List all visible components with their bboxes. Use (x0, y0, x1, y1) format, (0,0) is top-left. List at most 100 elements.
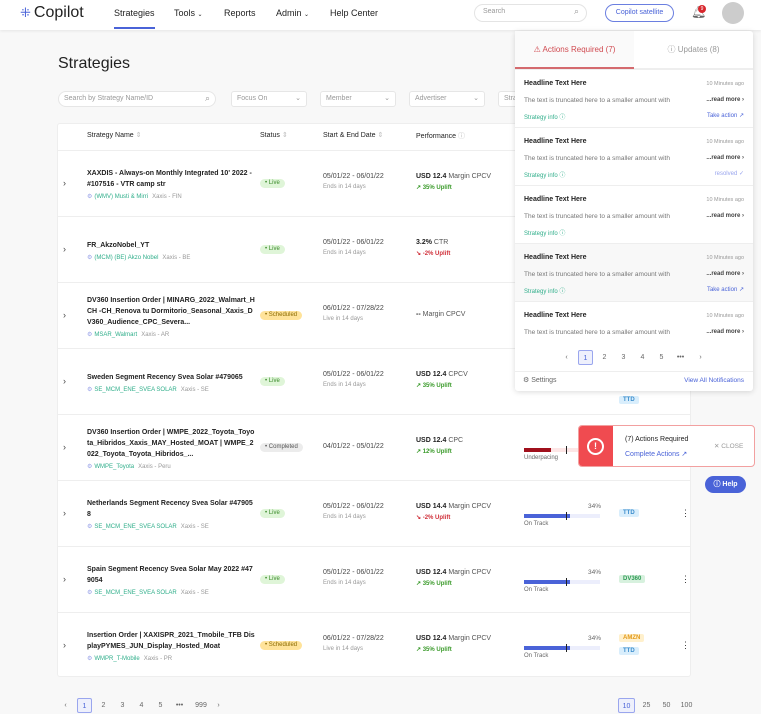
notif-page[interactable]: 2 (602, 354, 607, 361)
read-more-link[interactable]: ...read more › (706, 329, 744, 335)
strategy-name[interactable]: FR_AkzoNobel_YT (87, 241, 150, 249)
pagination-page[interactable]: 1 (77, 698, 92, 713)
logo[interactable]: ⁜ Copilot (20, 4, 84, 22)
copilot-satellite-button[interactable]: Copilot satellite (605, 4, 674, 22)
status-dot-icon: • (265, 312, 269, 318)
pagination-page[interactable]: 4 (139, 702, 144, 709)
notification-item[interactable]: Headline Text Here 10 Minutes ago The text… (515, 301, 753, 345)
notification-time: 10 Minutes ago (706, 313, 744, 319)
notification-item[interactable]: Headline Text Here 10 Minutes ago The text… (515, 185, 753, 243)
notif-page[interactable]: 3 (621, 354, 626, 361)
advertiser-link[interactable]: SE_MCM_ENE_SVEA SOLAR (94, 590, 177, 596)
nav-help-center[interactable]: Help Center (330, 8, 379, 18)
strategy-name[interactable]: DV360 Insertion Order | MINARG_2022_Walm… (87, 296, 255, 326)
nav-tools[interactable]: Tools ⌄ (174, 8, 203, 18)
nav-reports[interactable]: Reports (224, 8, 256, 18)
strategy-name[interactable]: XAXDIS - Always-on Monthly Integrated 10… (87, 170, 252, 188)
pagination-page[interactable]: 999 (195, 702, 207, 709)
info-icon[interactable]: ⓘ (458, 133, 466, 140)
advertiser-select[interactable]: Advertiser ⌄ (409, 91, 485, 107)
page-size-option[interactable]: 50 (662, 702, 671, 709)
page-size-option[interactable]: 25 (642, 702, 651, 709)
pagination-page[interactable]: 3 (120, 702, 125, 709)
read-more-link[interactable]: ...read more › (706, 155, 744, 161)
notification-headline: Headline Text Here (524, 312, 587, 319)
advertiser-link[interactable]: SE_MCM_ENE_SVEA SOLAR (94, 386, 177, 393)
strategy-name[interactable]: DV360 Insertion Order | WMPE_2022_Toyota… (87, 428, 255, 458)
expand-row-chevron-icon[interactable]: › (63, 574, 66, 584)
advertiser-link[interactable]: WMPE_Toyota (94, 463, 135, 470)
take-action-link[interactable]: Take action ↗ (706, 113, 744, 119)
strategy-name[interactable]: Insertion Order | XAXISPR_2021_Tmobile_T… (87, 632, 255, 650)
advertiser-link[interactable]: MSAR_Walmart (94, 331, 138, 338)
page-size-option[interactable]: 100 (680, 702, 693, 709)
expand-row-chevron-icon[interactable]: › (63, 310, 66, 320)
complete-actions-link[interactable]: Complete Actions ↗ (625, 451, 688, 458)
pagination-prev-icon[interactable]: ‹ (64, 702, 67, 709)
notif-prev-icon[interactable]: ‹ (565, 354, 568, 361)
header-status[interactable]: Status ⇕ (260, 131, 288, 139)
header-strategy-name[interactable]: Strategy Name ⇕ (87, 131, 142, 139)
page-size-option[interactable]: 10 (618, 698, 635, 713)
pagination-page[interactable]: ••• (175, 702, 184, 709)
expand-row-chevron-icon[interactable]: › (63, 442, 66, 452)
notification-body: The text is truncated here to a smaller … (524, 155, 670, 162)
notification-item[interactable]: Headline Text Here 10 Minutes ago The text… (515, 69, 753, 127)
toast-close-button[interactable]: ✕ CLOSE (714, 442, 743, 450)
notif-page[interactable]: 5 (659, 354, 664, 361)
strategy-name[interactable]: Netherlands Segment Recency Svea Solar #… (87, 500, 253, 518)
expand-row-chevron-icon[interactable]: › (63, 508, 66, 518)
strategy-name-cell: Spain Segment Recency Svea Solar May 202… (87, 547, 255, 613)
read-more-link[interactable]: ...read more › (706, 213, 744, 219)
member-select[interactable]: Member ⌄ (320, 91, 396, 107)
notification-item[interactable]: Headline Text Here 10 Minutes ago The text… (515, 243, 753, 301)
help-button[interactable]: ⓘ Help (705, 476, 746, 493)
pagination-next-icon[interactable]: › (217, 702, 220, 709)
notif-page[interactable]: 1 (578, 350, 593, 365)
search-input[interactable]: Search ⌕ (474, 4, 587, 22)
more-options-icon[interactable]: ⋮ (681, 508, 690, 518)
more-options-icon[interactable]: ⋮ (681, 574, 690, 584)
notification-item[interactable]: Headline Text Here 10 Minutes ago The text… (515, 127, 753, 185)
pagination-page[interactable]: 2 (101, 702, 106, 709)
performance-amount: USD 12.4 (416, 569, 447, 576)
expand-row-chevron-icon[interactable]: › (63, 178, 66, 188)
strategy-info-link[interactable]: Strategy info ⓘ (524, 170, 565, 179)
advertiser-link[interactable]: WMPR_T-Mobile (94, 656, 140, 662)
expand-row-chevron-icon[interactable]: › (63, 376, 66, 386)
strategy-meta: ⚙ SE_MCM_ENE_SVEA SOLAR Xaxis - SE (87, 523, 255, 530)
take-action-link[interactable]: Take action ↗ (706, 287, 744, 293)
pagination-page[interactable]: 5 (158, 702, 163, 709)
expand-row-chevron-icon[interactable]: › (63, 640, 66, 650)
nav-strategies[interactable]: Strategies (114, 8, 155, 29)
advertiser-link[interactable]: (MCM) (BE) Akzo Nobel (94, 254, 159, 261)
header-label: Status (260, 132, 280, 139)
expand-row-chevron-icon[interactable]: › (63, 244, 66, 254)
notification-headline: Headline Text Here (524, 80, 587, 87)
strategy-info-link[interactable]: Strategy info ⓘ (524, 112, 565, 121)
read-more-link[interactable]: ...read more › (706, 97, 744, 103)
settings-button[interactable]: ⚙ Settings (523, 376, 557, 384)
strategy-info-link[interactable]: Strategy info ⓘ (524, 286, 565, 295)
tab-actions-required[interactable]: ⚠ Actions Required (7) (515, 31, 634, 69)
strategy-name[interactable]: Spain Segment Recency Svea Solar May 202… (87, 566, 253, 584)
view-all-notifications-link[interactable]: View All Notifications (684, 377, 744, 384)
table-row: › DV360 Insertion Order | MINARG_2022_Wal… (57, 282, 691, 348)
strategy-name-cell: XAXDIS - Always-on Monthly Integrated 10… (87, 151, 255, 217)
notif-next-icon[interactable]: › (699, 354, 702, 361)
strategy-name[interactable]: Sweden Segment Recency Svea Solar #47906… (87, 373, 243, 381)
advertiser-link[interactable]: (WMV) Musti & Mirri (94, 194, 149, 200)
chevron-down-icon: ⌄ (384, 95, 390, 102)
avatar[interactable] (722, 2, 744, 24)
strategy-info-link[interactable]: Strategy info ⓘ (524, 228, 565, 237)
read-more-link[interactable]: ...read more › (706, 271, 744, 277)
focus-on-select[interactable]: Focus On ⌄ (231, 91, 307, 107)
notif-page[interactable]: 4 (640, 354, 645, 361)
header-dates[interactable]: Start & End Date ⇕ (323, 131, 383, 139)
advertiser-link[interactable]: SE_MCM_ENE_SVEA SOLAR (94, 524, 177, 530)
tab-updates[interactable]: ⓘ Updates (8) (634, 31, 753, 69)
notif-page[interactable]: ••• (676, 354, 685, 361)
more-options-icon[interactable]: ⋮ (681, 640, 690, 650)
nav-admin[interactable]: Admin ⌄ (276, 8, 309, 18)
strategy-search-input[interactable]: Search by Strategy Name/ID ⌕ (58, 91, 216, 107)
